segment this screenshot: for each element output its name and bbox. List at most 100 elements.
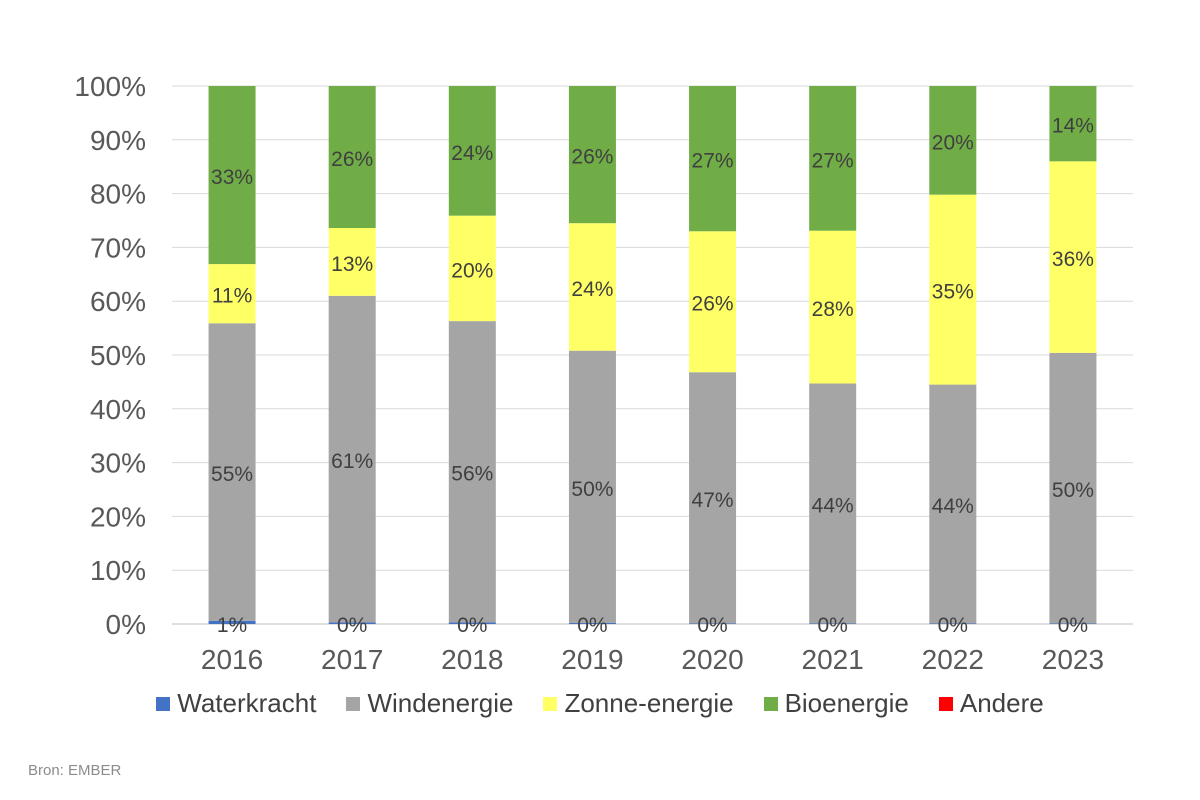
- legend-label: Waterkracht: [177, 688, 317, 718]
- x-tick-label: 2020: [681, 644, 743, 675]
- legend-swatch: [763, 696, 778, 711]
- legend-label: Andere: [959, 688, 1044, 718]
- bar-segment: [1049, 161, 1097, 353]
- x-tick-label: 2023: [1042, 644, 1104, 675]
- bar-segment: [568, 223, 616, 351]
- bar-segment: [328, 86, 376, 229]
- legend-label: Zonne-energie: [564, 688, 734, 718]
- bar-segment: [328, 295, 376, 623]
- legend-label: Windenergie: [367, 688, 514, 718]
- bar-segment: [568, 622, 616, 624]
- legend-swatch: [938, 696, 953, 711]
- legend-item: Waterkracht: [156, 688, 316, 719]
- data-label: 27%: [812, 149, 854, 172]
- data-label: 36%: [1052, 248, 1094, 271]
- bar-segment: [689, 231, 737, 373]
- data-label: 0%: [337, 614, 367, 637]
- data-label: 50%: [1052, 479, 1094, 502]
- data-label: 14%: [1052, 115, 1094, 138]
- x-tick-label: 2021: [802, 644, 864, 675]
- data-label: 50%: [571, 478, 613, 501]
- bar-segment: [448, 215, 496, 322]
- y-tick-label: 0%: [106, 609, 146, 640]
- data-label: 27%: [692, 150, 734, 173]
- y-tick-label: 80%: [90, 179, 146, 210]
- bar-segment: [448, 86, 496, 216]
- bar-segment: [1049, 352, 1097, 624]
- data-label: 44%: [932, 495, 974, 518]
- y-tick-label: 10%: [90, 555, 146, 586]
- bar-segment: [1049, 623, 1097, 624]
- data-label: 20%: [451, 259, 493, 282]
- data-label: 0%: [938, 614, 968, 637]
- data-label: 1%: [217, 614, 247, 637]
- bar-segment: [208, 323, 256, 621]
- x-tick-label: 2017: [321, 644, 383, 675]
- bar-labels: 1% 55% 11% 33% 0% 61% 13% 26% 0% 56% 20% 24% 0% 50% 24…: [211, 115, 1094, 637]
- bar-segment: [929, 194, 977, 385]
- x-tick-label: 2022: [922, 644, 984, 675]
- data-label: 26%: [331, 148, 373, 171]
- data-label: 11%: [212, 285, 252, 308]
- bars: [208, 86, 1097, 624]
- data-label: 55%: [211, 463, 253, 486]
- x-axis-ticks: 2016 2017 2018 2019 2020 2021 2022 2023: [201, 644, 1104, 675]
- data-label: 0%: [818, 614, 848, 637]
- legend-item: Bioenergie: [763, 688, 909, 719]
- bar-segment: [689, 372, 737, 624]
- bar-segment: [929, 623, 977, 624]
- y-tick-label: 40%: [90, 394, 146, 425]
- bar-segment: [208, 264, 256, 324]
- x-tick-label: 2016: [201, 644, 263, 675]
- bar-segment: [208, 620, 256, 624]
- y-tick-label: 20%: [90, 501, 146, 532]
- data-label: 20%: [932, 131, 974, 154]
- data-label: 61%: [331, 450, 373, 473]
- bar-segment: [689, 86, 737, 232]
- data-label: 26%: [571, 146, 613, 169]
- legend-item: Windenergie: [346, 688, 513, 719]
- data-label: 28%: [812, 298, 854, 321]
- bar-segment: [568, 86, 616, 224]
- bar-segment: [448, 622, 496, 624]
- legend: Waterkracht Windenergie Zonne-energie Bioen…: [0, 688, 1200, 719]
- y-tick-label: 90%: [90, 125, 146, 156]
- x-tick-label: 2019: [561, 644, 623, 675]
- gridlines: [172, 85, 1133, 625]
- data-label: 35%: [932, 281, 974, 304]
- bar-segment: [568, 350, 616, 623]
- legend-swatch: [346, 696, 361, 711]
- y-tick-label: 50%: [90, 340, 146, 371]
- data-label: 13%: [331, 253, 373, 276]
- data-label: 47%: [692, 489, 734, 512]
- y-tick-label: 60%: [90, 286, 146, 317]
- data-label: 56%: [451, 463, 493, 486]
- bar-segment: [809, 86, 857, 231]
- legend-label: Bioenergie: [784, 688, 909, 718]
- bar-segment: [929, 86, 977, 195]
- bar-segment: [809, 383, 857, 624]
- bar-segment: [1049, 86, 1097, 162]
- data-label: 24%: [571, 278, 613, 301]
- data-label: 33%: [211, 166, 253, 189]
- bar-segment: [328, 228, 376, 296]
- bar-segment: [328, 622, 376, 624]
- bar-segment: [208, 86, 256, 265]
- legend-swatch: [543, 696, 558, 711]
- data-label: 0%: [697, 614, 727, 637]
- bar-segment: [448, 321, 496, 623]
- legend-item: Andere: [938, 688, 1044, 719]
- legend-swatch: [156, 696, 171, 711]
- y-axis-ticks: 0% 10% 20% 30% 40% 50% 60% 70% 80% 90% 100%: [74, 71, 146, 640]
- source-note: Bron: EMBER: [28, 762, 122, 779]
- x-tick-label: 2018: [441, 644, 503, 675]
- y-tick-label: 100%: [74, 71, 146, 102]
- data-label: 0%: [1058, 614, 1088, 637]
- bar-segment: [809, 623, 857, 624]
- data-label: 26%: [692, 293, 734, 316]
- bar-segment: [809, 230, 857, 384]
- legend-item: Zonne-energie: [543, 688, 734, 719]
- data-label: 0%: [577, 614, 607, 637]
- data-label: 0%: [457, 614, 487, 637]
